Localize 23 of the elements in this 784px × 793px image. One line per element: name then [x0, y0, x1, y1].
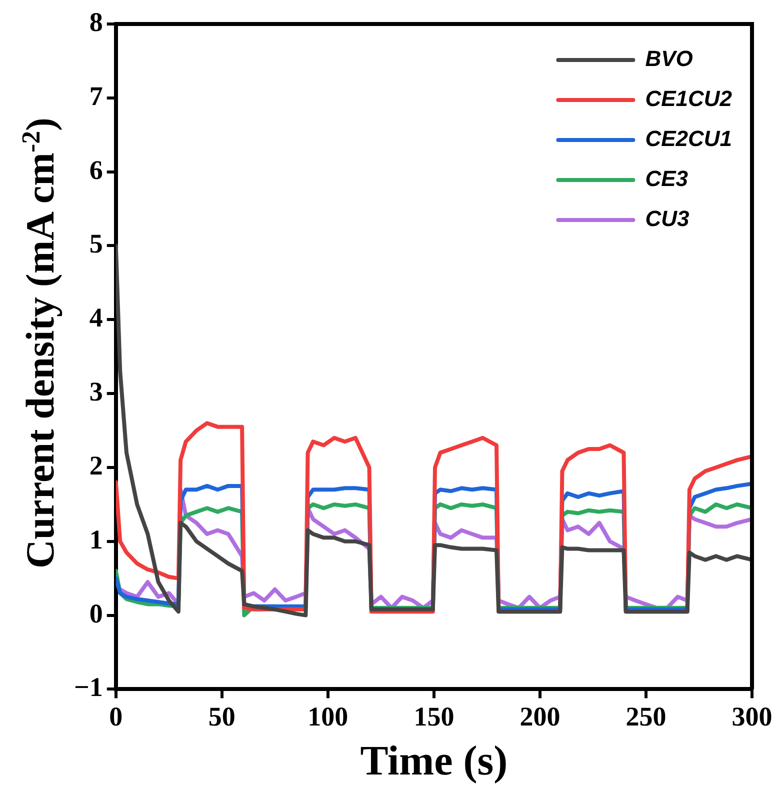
x-tick-label: 0 [109, 701, 123, 732]
x-tick-label: 300 [732, 701, 772, 732]
x-tick-label: 150 [414, 701, 454, 732]
x-tick-label: 250 [626, 701, 666, 732]
y-tick-label: 6 [89, 154, 103, 185]
y-tick-label: 0 [89, 598, 103, 628]
x-axis-title: Time (s) [360, 738, 508, 785]
legend-label: CE1CU2 [645, 86, 733, 112]
x-tick-label: 50 [208, 701, 236, 732]
x-tick-label: 200 [520, 701, 560, 732]
legend-label: CE3 [645, 166, 688, 192]
legend-label: CE2CU1 [645, 126, 732, 152]
y-tick-label: 7 [89, 80, 103, 111]
legend-label: CU3 [645, 206, 690, 232]
legend-label: BVO [645, 46, 693, 72]
y-tick-label: 4 [89, 302, 103, 333]
y-tick-label: −1 [74, 672, 103, 702]
y-tick-label: 3 [89, 376, 103, 407]
x-tick-label: 100 [308, 701, 348, 732]
y-tick-label: 5 [89, 228, 103, 259]
y-tick-label: 2 [89, 450, 103, 480]
y-tick-label: 1 [89, 524, 103, 554]
y-tick-label: 8 [89, 6, 103, 37]
